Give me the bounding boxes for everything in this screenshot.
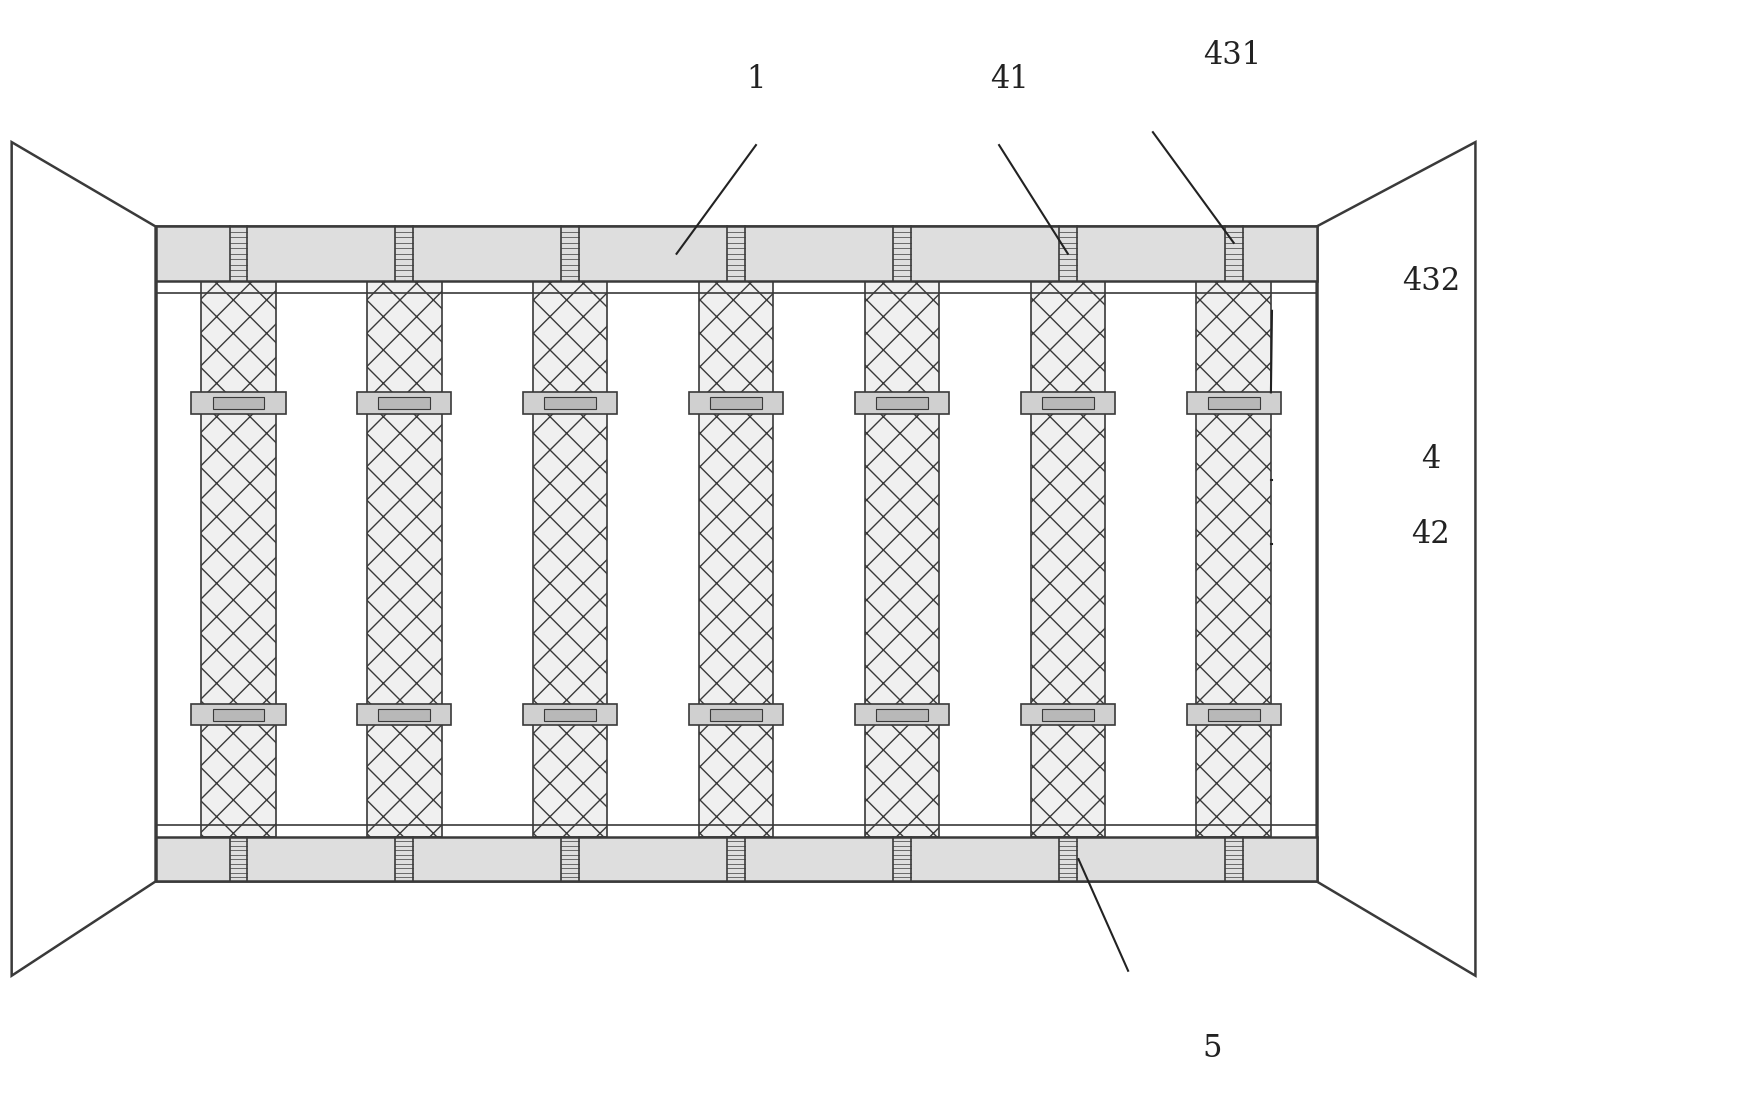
Bar (192, 703, 285, 725)
Bar (1208, 709, 1259, 721)
Bar (1020, 703, 1115, 725)
Bar (155, 837, 1317, 882)
Text: 432: 432 (1402, 266, 1460, 296)
Bar (155, 226, 1317, 281)
Bar (711, 709, 762, 721)
Bar (855, 703, 950, 725)
Bar (368, 281, 442, 837)
Bar (544, 709, 596, 721)
Bar (544, 397, 596, 409)
Text: 431: 431 (1203, 40, 1261, 71)
Bar (533, 281, 607, 837)
Bar (690, 703, 783, 725)
Text: 4: 4 (1421, 444, 1441, 475)
Text: 42: 42 (1411, 519, 1449, 549)
Bar (690, 393, 783, 415)
Bar (1020, 393, 1115, 415)
Bar (1041, 397, 1094, 409)
Text: 5: 5 (1203, 1033, 1223, 1063)
Bar (865, 281, 939, 837)
Bar (1031, 281, 1105, 837)
Bar (1196, 281, 1272, 837)
Text: 1: 1 (746, 65, 765, 95)
Bar (357, 393, 452, 415)
Bar (876, 397, 929, 409)
Bar (1041, 709, 1094, 721)
Bar (1187, 393, 1281, 415)
Bar (155, 226, 1317, 882)
Bar (357, 703, 452, 725)
Bar (522, 393, 617, 415)
Bar (1187, 703, 1281, 725)
Bar (711, 397, 762, 409)
Bar (698, 281, 774, 837)
Bar (522, 703, 617, 725)
Bar (378, 397, 431, 409)
Bar (201, 281, 276, 837)
Bar (213, 709, 264, 721)
Bar (378, 709, 431, 721)
Bar (1208, 397, 1259, 409)
Bar (855, 393, 950, 415)
Bar (192, 393, 285, 415)
Text: 41: 41 (990, 65, 1029, 95)
Bar (213, 397, 264, 409)
Bar (876, 709, 929, 721)
